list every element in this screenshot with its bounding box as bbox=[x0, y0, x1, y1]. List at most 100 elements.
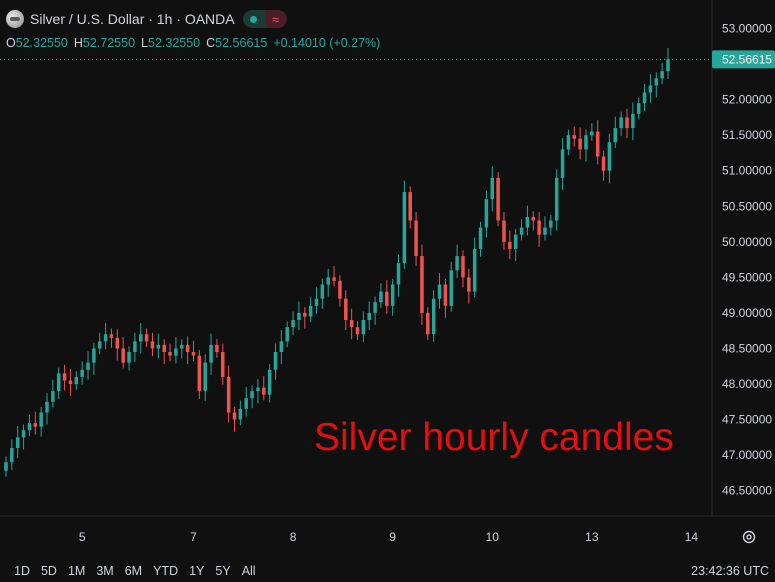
x-tick-label: 13 bbox=[585, 530, 599, 544]
settings-gear-icon[interactable] bbox=[741, 529, 757, 545]
candle-body bbox=[238, 408, 243, 420]
range-button-ytd[interactable]: YTD bbox=[153, 564, 179, 578]
candle-body bbox=[338, 280, 342, 299]
market-status-pills[interactable]: ≈ bbox=[242, 10, 287, 28]
candle-body bbox=[226, 376, 231, 413]
candle-body bbox=[115, 337, 120, 349]
candle-body bbox=[613, 128, 618, 143]
candle-body bbox=[531, 216, 536, 221]
candle-body bbox=[549, 220, 553, 228]
candle-body bbox=[215, 344, 219, 353]
range-button-5y[interactable]: 5Y bbox=[215, 564, 231, 578]
candle-body bbox=[367, 312, 371, 321]
candle-body bbox=[256, 387, 260, 392]
symbol-title: Silver / U.S. Dollar · 1h · OANDA bbox=[30, 11, 235, 27]
candle-body bbox=[554, 177, 559, 221]
candle-body bbox=[349, 320, 354, 328]
range-button-1d[interactable]: 1D bbox=[14, 564, 30, 578]
candle-body bbox=[273, 352, 278, 370]
y-tick-label: 50.50000 bbox=[722, 199, 772, 213]
candle-body bbox=[373, 302, 377, 313]
candle-body bbox=[86, 362, 90, 370]
candle-body bbox=[578, 138, 582, 150]
candle-body bbox=[525, 216, 530, 228]
y-tick-label: 51.00000 bbox=[722, 164, 772, 178]
candle-body bbox=[508, 241, 512, 249]
candle-body bbox=[74, 376, 79, 385]
candle-body bbox=[197, 355, 202, 392]
utc-clock[interactable]: 23:42:36 UTC bbox=[691, 564, 769, 578]
candle-body bbox=[62, 373, 67, 381]
candle-body bbox=[285, 327, 289, 342]
candle-body bbox=[332, 277, 336, 281]
range-button-5d[interactable]: 5D bbox=[40, 564, 57, 578]
candle-body bbox=[320, 284, 325, 299]
candle-body bbox=[560, 149, 565, 178]
candle-body bbox=[636, 103, 641, 114]
candle-body bbox=[27, 423, 32, 431]
chart-annotation: Silver hourly candles bbox=[314, 416, 674, 459]
candle-body bbox=[601, 156, 606, 171]
y-tick-label: 49.00000 bbox=[722, 306, 772, 320]
candle-body bbox=[502, 220, 506, 242]
high-label: H bbox=[73, 36, 83, 50]
candle-body bbox=[150, 341, 155, 349]
candle-body bbox=[607, 142, 612, 171]
candle-body bbox=[121, 348, 125, 363]
candle-body bbox=[267, 369, 272, 395]
candle-body bbox=[472, 248, 477, 292]
candle-body bbox=[420, 256, 424, 313]
candle-body bbox=[584, 135, 588, 150]
candle-body bbox=[45, 401, 49, 413]
candle-body bbox=[396, 263, 401, 285]
candle-body bbox=[168, 352, 172, 356]
candle-body bbox=[513, 234, 518, 249]
low-label: L bbox=[141, 36, 148, 50]
open-value: 52.32550 bbox=[15, 36, 68, 50]
range-button-6m[interactable]: 6M bbox=[124, 564, 143, 578]
candle-body bbox=[297, 312, 301, 321]
candle-body bbox=[326, 277, 330, 285]
candle-body bbox=[133, 341, 137, 353]
candle-body bbox=[595, 131, 600, 157]
y-tick-label: 48.00000 bbox=[722, 377, 772, 391]
candle-body bbox=[221, 352, 225, 377]
candle-body bbox=[303, 312, 307, 317]
candle-body bbox=[308, 305, 313, 317]
candle-body bbox=[566, 135, 571, 150]
y-tick-label: 52.00000 bbox=[722, 93, 772, 107]
open-label: O bbox=[6, 36, 16, 50]
close-value: 52.56615 bbox=[215, 36, 268, 50]
y-tick-label: 49.50000 bbox=[722, 270, 772, 284]
candle-body bbox=[631, 113, 635, 129]
range-button-3m[interactable]: 3M bbox=[96, 564, 114, 578]
candle-body bbox=[33, 423, 38, 427]
x-tick-label: 8 bbox=[290, 530, 297, 544]
y-tick-label: 46.50000 bbox=[722, 484, 772, 498]
last-price-tag bbox=[712, 50, 775, 69]
candle-body bbox=[625, 117, 629, 129]
symbol-header[interactable]: Silver / U.S. Dollar · 1h · OANDA ≈ bbox=[6, 10, 287, 28]
y-tick-label: 48.50000 bbox=[722, 341, 772, 355]
candle-body bbox=[127, 352, 131, 363]
market-open-icon[interactable] bbox=[242, 10, 265, 28]
ohlc-legend: O52.32550 H52.72550 L52.32550 C52.56615 +0.1… bbox=[6, 36, 386, 50]
candle-body bbox=[232, 412, 237, 420]
candle-body bbox=[80, 369, 84, 377]
candle-body bbox=[314, 298, 319, 306]
y-tick-label: 47.00000 bbox=[722, 448, 772, 462]
approx-icon[interactable]: ≈ bbox=[264, 10, 287, 28]
candle-body bbox=[156, 344, 161, 349]
range-button-1y[interactable]: 1Y bbox=[189, 564, 205, 578]
x-tick-label: 7 bbox=[190, 530, 197, 544]
candle-body bbox=[648, 85, 653, 93]
range-button-1m[interactable]: 1M bbox=[67, 564, 86, 578]
range-button-all[interactable]: All bbox=[241, 564, 256, 578]
candle-body bbox=[291, 320, 295, 328]
candle-body bbox=[619, 117, 623, 129]
candle-body bbox=[437, 284, 442, 299]
candle-body bbox=[408, 192, 412, 221]
candle-body bbox=[355, 327, 360, 335]
candle-body bbox=[543, 227, 547, 235]
